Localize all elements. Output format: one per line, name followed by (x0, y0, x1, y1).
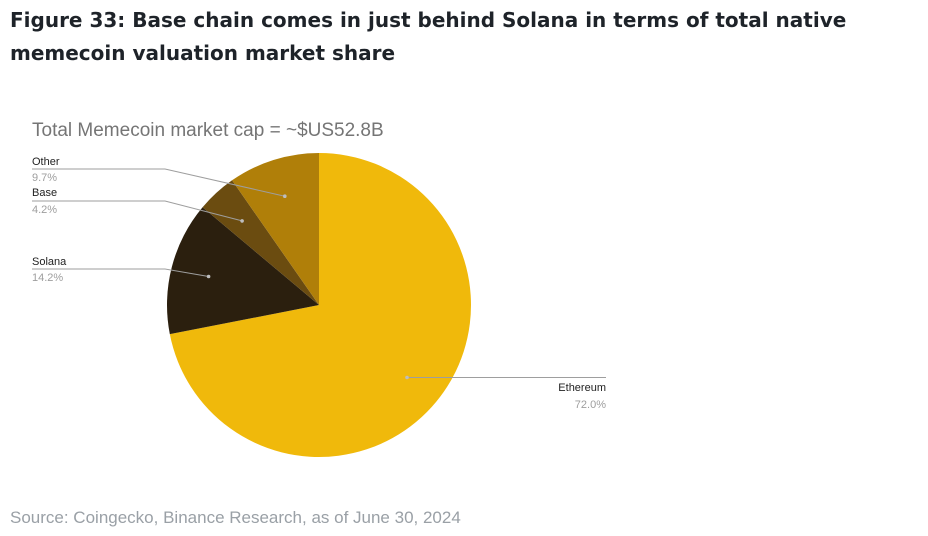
leader-dot-ethereum (405, 375, 409, 380)
label-base-pct: 4.2% (32, 204, 57, 216)
source-note: Source: Coingecko, Binance Research, as … (10, 508, 461, 527)
leader-dot-base (240, 219, 244, 223)
label-ethereum-name: Ethereum (558, 382, 606, 394)
leader-line-base (32, 200, 243, 222)
label-other-name: Other (32, 156, 60, 168)
leader-lines (32, 168, 606, 380)
slice-base (202, 180, 319, 305)
label-base-name: Base (32, 187, 57, 199)
label-other-pct: 9.7% (32, 172, 57, 184)
leader-dot-other (283, 194, 287, 198)
figure-title: Figure 33: Base chain comes in just behi… (10, 8, 847, 65)
label-solana-pct: 14.2% (32, 272, 63, 284)
leader-line-other (32, 168, 285, 197)
chart-title: Total Memecoin market cap = ~$US52.8B (32, 120, 384, 141)
label-ethereum-pct: 72.0% (575, 399, 606, 411)
slice-ethereum (169, 153, 471, 457)
label-solana-name: Solana (32, 256, 67, 268)
slice-other (232, 153, 319, 305)
leader-dot-solana (206, 274, 211, 279)
leader-line-solana (32, 268, 209, 277)
pie-slices (166, 153, 471, 457)
slice-solana (166, 207, 319, 335)
